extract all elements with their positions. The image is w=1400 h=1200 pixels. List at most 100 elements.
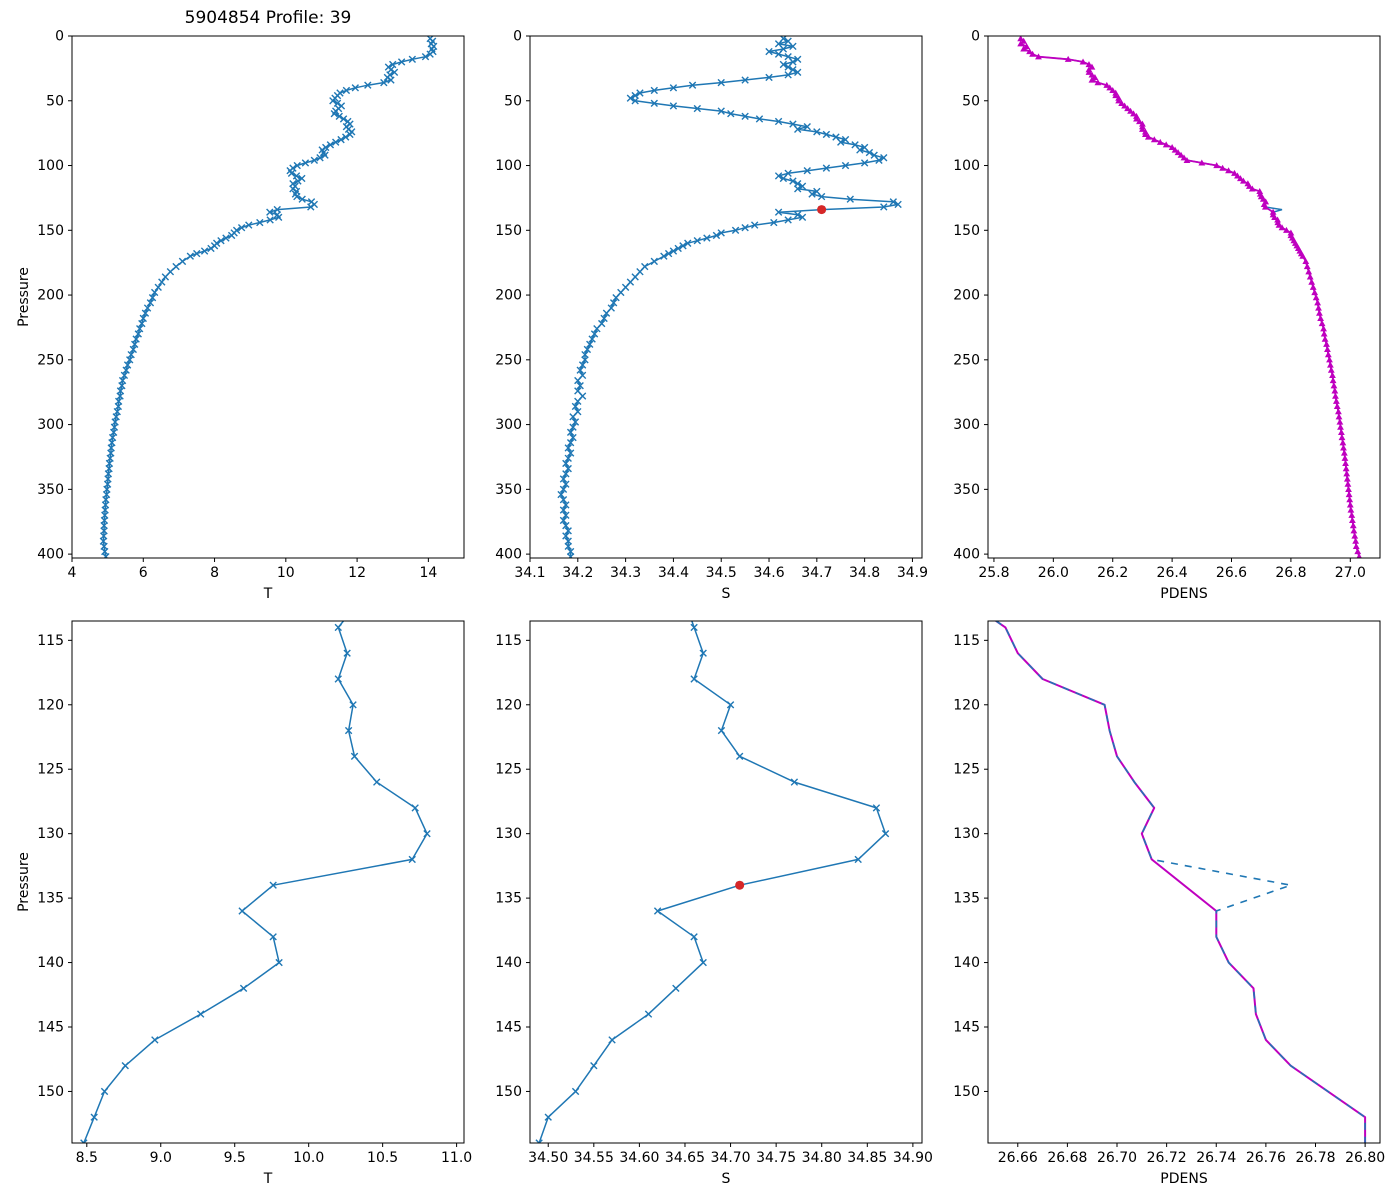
svg-text:145: 145 xyxy=(495,1020,522,1036)
svg-text:PDENS: PDENS xyxy=(1160,586,1208,602)
svg-text:150: 150 xyxy=(37,1084,64,1100)
svg-text:34.90: 34.90 xyxy=(893,1150,933,1166)
svg-text:34.2: 34.2 xyxy=(562,565,593,581)
svg-text:34.60: 34.60 xyxy=(619,1150,659,1166)
svg-text:150: 150 xyxy=(37,223,64,239)
svg-text:S: S xyxy=(722,586,731,602)
svg-text:34.5: 34.5 xyxy=(706,565,737,581)
svg-text:120: 120 xyxy=(953,697,980,713)
svg-text:150: 150 xyxy=(953,1084,980,1100)
panel-pdens-full-data xyxy=(1017,36,1362,558)
panel-t-full: 4 6 8 10 12 14 0 50 100 150 200 250 300 350 400 T Pressu… xyxy=(16,29,465,602)
svg-text:125: 125 xyxy=(37,762,64,778)
panel-t-zoom-data xyxy=(80,621,431,1143)
svg-text:50: 50 xyxy=(46,93,64,109)
svg-text:100: 100 xyxy=(953,158,980,174)
svg-text:34.85: 34.85 xyxy=(847,1150,887,1166)
svg-text:400: 400 xyxy=(495,547,522,563)
svg-text:34.7: 34.7 xyxy=(801,565,832,581)
svg-text:34.6: 34.6 xyxy=(753,565,784,581)
panel-t-full-data xyxy=(99,36,438,558)
svg-text:100: 100 xyxy=(37,158,64,174)
svg-text:150: 150 xyxy=(953,223,980,239)
svg-text:PDENS: PDENS xyxy=(1160,1171,1208,1187)
svg-text:0: 0 xyxy=(513,29,522,45)
flagged-point-marker xyxy=(735,880,745,890)
svg-text:26.72: 26.72 xyxy=(1147,1150,1187,1166)
svg-text:350: 350 xyxy=(495,482,522,498)
svg-text:10.5: 10.5 xyxy=(367,1150,398,1166)
svg-text:400: 400 xyxy=(953,547,980,563)
svg-text:135: 135 xyxy=(37,891,64,907)
figure-title: 5904854 Profile: 39 xyxy=(184,8,352,28)
svg-text:4: 4 xyxy=(68,565,77,581)
svg-text:34.9: 34.9 xyxy=(897,565,928,581)
svg-text:100: 100 xyxy=(495,158,522,174)
svg-text:26.4: 26.4 xyxy=(1157,565,1188,581)
svg-text:26.66: 26.66 xyxy=(998,1150,1038,1166)
svg-text:11.0: 11.0 xyxy=(441,1150,472,1166)
svg-text:26.0: 26.0 xyxy=(1038,565,1069,581)
svg-text:120: 120 xyxy=(495,697,522,713)
svg-text:350: 350 xyxy=(37,482,64,498)
svg-text:34.1: 34.1 xyxy=(514,565,545,581)
svg-text:135: 135 xyxy=(495,891,522,907)
svg-text:150: 150 xyxy=(495,1084,522,1100)
svg-text:50: 50 xyxy=(962,93,980,109)
panel-s-zoom: 34.50 34.55 34.60 34.65 34.70 34.75 34.80 34.85… xyxy=(495,620,933,1187)
svg-text:10: 10 xyxy=(277,565,295,581)
svg-text:0: 0 xyxy=(55,29,64,45)
svg-text:34.80: 34.80 xyxy=(802,1150,842,1166)
svg-text:130: 130 xyxy=(495,826,522,842)
svg-text:6: 6 xyxy=(139,565,148,581)
svg-text:50: 50 xyxy=(504,93,522,109)
svg-text:145: 145 xyxy=(953,1020,980,1036)
panel-s-full: 34.1 34.2 34.3 34.4 34.5 34.6 34.7 34.8 34.9 0 50 1… xyxy=(495,29,928,603)
svg-text:140: 140 xyxy=(37,955,64,971)
svg-text:250: 250 xyxy=(37,352,64,368)
svg-text:350: 350 xyxy=(953,482,980,498)
svg-text:26.6: 26.6 xyxy=(1216,565,1247,581)
svg-text:145: 145 xyxy=(37,1020,64,1036)
svg-text:115: 115 xyxy=(37,633,64,649)
svg-text:200: 200 xyxy=(37,288,64,304)
panel-s-full-data xyxy=(557,36,902,558)
svg-text:200: 200 xyxy=(495,288,522,304)
svg-text:26.78: 26.78 xyxy=(1295,1150,1335,1166)
panel-s-zoom-data xyxy=(535,621,890,1143)
svg-text:135: 135 xyxy=(953,891,980,907)
svg-text:34.75: 34.75 xyxy=(756,1150,796,1166)
svg-text:S: S xyxy=(722,1171,731,1187)
svg-text:34.55: 34.55 xyxy=(574,1150,614,1166)
svg-text:34.8: 34.8 xyxy=(849,565,880,581)
svg-text:300: 300 xyxy=(495,417,522,433)
svg-text:125: 125 xyxy=(953,762,980,778)
svg-text:26.74: 26.74 xyxy=(1196,1150,1236,1166)
svg-text:26.80: 26.80 xyxy=(1345,1150,1385,1166)
svg-text:T: T xyxy=(263,586,273,602)
svg-text:26.8: 26.8 xyxy=(1275,565,1306,581)
flagged-point-marker xyxy=(817,205,827,215)
svg-text:125: 125 xyxy=(495,762,522,778)
svg-text:115: 115 xyxy=(953,633,980,649)
svg-text:34.65: 34.65 xyxy=(665,1150,705,1166)
svg-text:34.50: 34.50 xyxy=(528,1150,568,1166)
svg-text:150: 150 xyxy=(495,223,522,239)
svg-text:34.4: 34.4 xyxy=(658,565,689,581)
svg-text:26.68: 26.68 xyxy=(1047,1150,1087,1166)
svg-text:34.70: 34.70 xyxy=(711,1150,751,1166)
svg-text:200: 200 xyxy=(953,288,980,304)
svg-text:14: 14 xyxy=(419,565,437,581)
svg-text:25.8: 25.8 xyxy=(978,565,1009,581)
svg-text:140: 140 xyxy=(495,955,522,971)
svg-text:0: 0 xyxy=(971,29,980,45)
svg-text:300: 300 xyxy=(953,417,980,433)
svg-text:T: T xyxy=(263,1171,273,1187)
svg-text:26.70: 26.70 xyxy=(1097,1150,1137,1166)
svg-text:9.5: 9.5 xyxy=(224,1150,246,1166)
panel-t-zoom: 8.5 9.0 9.5 10.0 10.5 11.0 115 120 125 130 135 140 1… xyxy=(16,620,472,1187)
